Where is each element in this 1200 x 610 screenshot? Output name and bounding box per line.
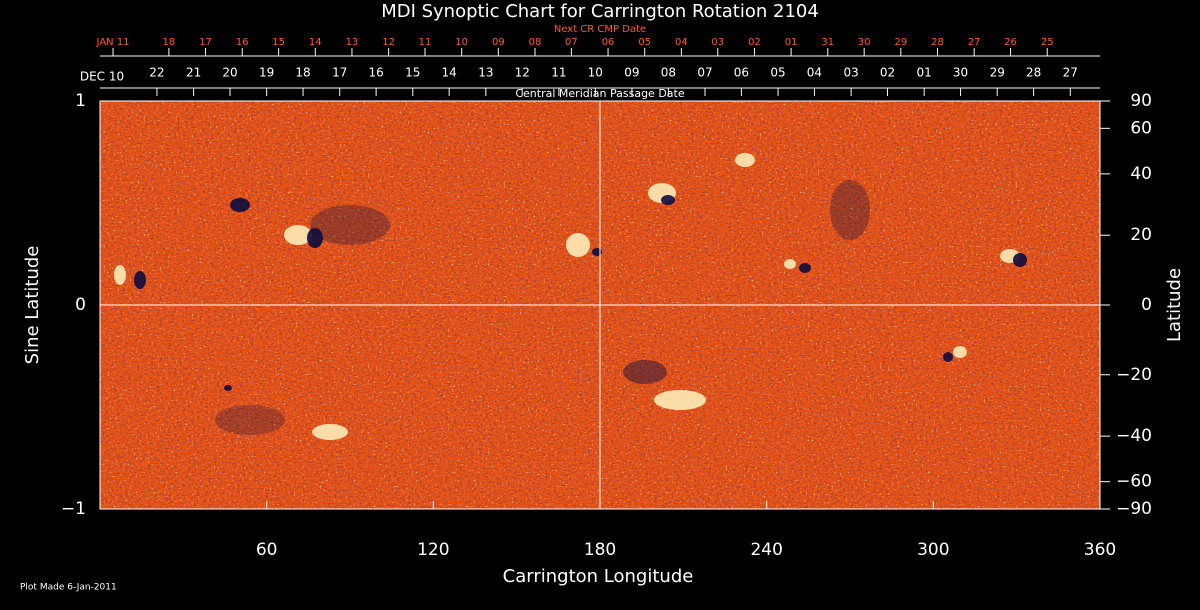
x-tick-label: 300 [917,540,949,560]
y2-tick-label: 60 [1130,118,1152,138]
cmp-tick-label: 14 [442,66,457,80]
cmp-tick-label: 10 [588,66,603,80]
footnote: Plot Made 6-Jan-2011 [20,583,117,593]
cmp-tick-label: 02 [880,66,895,80]
y2-tick-label: 90 [1130,91,1152,111]
next-cmp-tick-label: 11 [419,37,432,48]
x-axis-label: Carrington Longitude [503,566,694,587]
next-cmp-tick-label: 13 [346,37,359,48]
next-cmp-tick-label: 09 [492,37,505,48]
cmp-tick-label: 21 [186,66,201,80]
next-cmp-tick-label: 16 [236,37,249,48]
cmp-tick-label: 17 [332,66,347,80]
cmp-tick-label: 16 [368,66,383,80]
next-cmp-tick-label: 28 [931,37,944,48]
cmp-axis-label: Central Meridian Passage Date [515,87,684,100]
y-tick-label: −1 [61,499,86,519]
next-cmp-tick-label: 14 [309,37,322,48]
chart-title: MDI Synoptic Chart for Carrington Rotati… [381,1,819,22]
cmp-tick-label: 11 [551,66,566,80]
y-tick-label: 0 [75,295,86,315]
cmp-tick-label: 30 [953,66,968,80]
cmp-tick-label: 09 [624,66,639,80]
cmp-tick-label: 29 [990,66,1005,80]
next-cmp-tick-label: 12 [382,37,395,48]
next-cmp-tick-label: 03 [711,37,724,48]
next-cmp-tick-label: 10 [455,37,468,48]
next-cmp-axis-label: Next CR CMP Date [554,24,646,35]
cmp-tick-label: 05 [770,66,785,80]
y2-tick-label: −90 [1116,499,1152,519]
next-cmp-tick-label: 17 [199,37,212,48]
next-cmp-tick-label: 01 [785,37,798,48]
cmp-tick-label: 01 [917,66,932,80]
next-cmp-tick-label: JAN 11 [96,37,130,48]
y2-tick-label: 0 [1141,295,1152,315]
next-cmp-tick-label: 18 [163,37,176,48]
next-cmp-tick-label: 27 [968,37,981,48]
x-tick-label: 180 [584,540,616,560]
next-cmp-tick-label: 15 [272,37,285,48]
next-cmp-tick-label: 07 [565,37,578,48]
y2-axis-label: Latitude [1164,268,1185,342]
cmp-tick-label: 04 [807,66,822,80]
cmp-tick-label: 15 [405,66,420,80]
x-tick-label: 360 [1084,540,1116,560]
next-cmp-tick-label: 06 [602,37,615,48]
cmp-start-label: DEC 10 [80,70,124,84]
y2-tick-label: −60 [1116,472,1152,492]
y2-tick-label: 20 [1130,225,1152,245]
next-cmp-tick-label: 25 [1041,37,1054,48]
next-cmp-tick-label: 26 [1004,37,1017,48]
next-cmp-tick-label: 31 [821,37,834,48]
x-tick-label: 240 [750,540,782,560]
next-cmp-tick-label: 05 [638,37,651,48]
next-cmp-tick-label: 29 [894,37,907,48]
x-tick-label: 60 [256,540,278,560]
cmp-tick-label: 19 [259,66,274,80]
cmp-tick-label: 13 [478,66,493,80]
cmp-tick-label: 07 [697,66,712,80]
y-axis-label: Sine Latitude [22,246,43,365]
cmp-tick-label: 22 [149,66,164,80]
cmp-tick-label: 03 [843,66,858,80]
y-tick-label: 1 [75,91,86,111]
next-cmp-tick-label: 04 [675,37,688,48]
next-cmp-tick-label: 30 [858,37,871,48]
cmp-tick-label: 18 [295,66,310,80]
next-cmp-tick-label: 08 [529,37,542,48]
y2-tick-label: −20 [1116,365,1152,385]
next-cmp-tick-label: 02 [748,37,761,48]
cmp-tick-label: 06 [734,66,749,80]
cmp-tick-label: 27 [1063,66,1078,80]
cmp-tick-label: 28 [1026,66,1041,80]
y2-tick-label: −40 [1116,426,1152,446]
cmp-tick-label: 20 [222,66,237,80]
cmp-tick-label: 12 [515,66,530,80]
cmp-tick-label: 08 [661,66,676,80]
y2-tick-label: 40 [1130,164,1152,184]
x-tick-label: 120 [417,540,449,560]
